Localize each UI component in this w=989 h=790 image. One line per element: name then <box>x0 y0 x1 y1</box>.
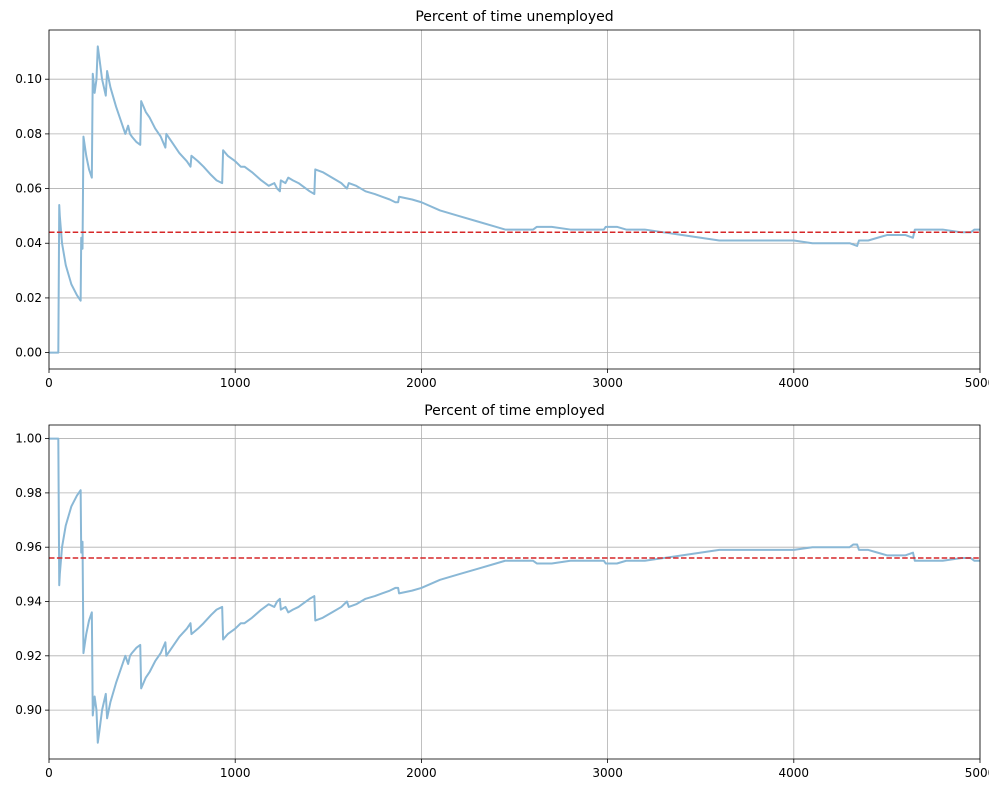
x-tick-label: 1000 <box>220 766 251 780</box>
chart-title: Percent of time employed <box>424 403 605 419</box>
y-tick-label: 0.96 <box>15 540 42 554</box>
y-tick-label: 0.00 <box>15 346 42 360</box>
y-tick-label: 0.10 <box>15 72 42 86</box>
x-tick-label: 0 <box>45 766 53 780</box>
x-tick-label: 3000 <box>592 766 623 780</box>
y-tick-label: 0.98 <box>15 486 42 500</box>
y-tick-label: 1.00 <box>15 432 42 446</box>
y-tick-label: 0.06 <box>15 182 42 196</box>
y-tick-label: 0.90 <box>15 703 42 717</box>
chart-title: Percent of time unemployed <box>415 9 613 25</box>
x-tick-label: 2000 <box>406 376 437 390</box>
y-tick-label: 0.04 <box>15 236 42 250</box>
y-tick-label: 0.02 <box>15 291 42 305</box>
x-tick-label: 0 <box>45 376 53 390</box>
series-line <box>49 45 980 354</box>
axes-frame <box>48 424 981 760</box>
x-tick-label: 3000 <box>592 376 623 390</box>
x-tick-label: 1000 <box>220 376 251 390</box>
y-tick-label: 0.94 <box>15 595 42 609</box>
series-line <box>49 437 980 744</box>
x-tick-label: 2000 <box>406 766 437 780</box>
axes-frame <box>48 29 981 370</box>
x-tick-label: 4000 <box>779 376 810 390</box>
y-tick-label: 0.08 <box>15 127 42 141</box>
x-tick-label: 4000 <box>779 766 810 780</box>
y-tick-label: 0.92 <box>15 649 42 663</box>
